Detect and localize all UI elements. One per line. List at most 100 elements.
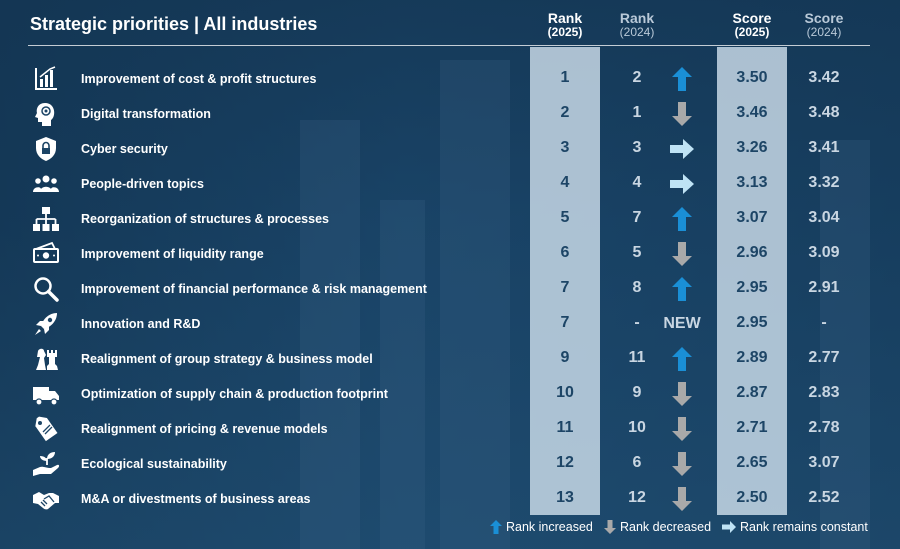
rank-2025-value: 7 <box>560 314 570 331</box>
trend-indicator <box>667 416 697 442</box>
legend-constant: Rank remains constant <box>722 520 868 534</box>
score-2025-value: 2.95 <box>736 279 768 296</box>
score-2024-value: 3.41 <box>808 139 840 156</box>
trend-indicator <box>667 451 697 477</box>
arrow-down-icon <box>672 102 692 126</box>
table-row: Realignment of group strategy & business… <box>0 342 900 377</box>
score-2025-value: 2.65 <box>736 454 768 471</box>
score-2025-value: 3.13 <box>736 174 768 191</box>
score-2025-highlight <box>717 47 787 515</box>
rank-2025-value: 2 <box>560 104 570 121</box>
rank-2024-value: - <box>634 314 640 331</box>
chess-icon <box>32 345 60 373</box>
rank-2025-value: 5 <box>560 209 570 226</box>
arrow-right-icon <box>722 521 736 533</box>
background-building <box>380 200 425 549</box>
score-2024-value: 2.52 <box>808 489 840 506</box>
trend-indicator <box>667 381 697 407</box>
rank-2024-value: 7 <box>632 209 642 226</box>
arrow-right-icon <box>670 174 694 194</box>
arrow-up-icon <box>490 520 502 534</box>
table-row: Optimization of supply chain & productio… <box>0 377 900 412</box>
people-icon <box>32 170 60 198</box>
rank-2024-value: 11 <box>628 349 646 366</box>
table-row: Cyber security 3 3 3.26 3.41 <box>0 132 900 167</box>
rocket-icon <box>32 310 60 338</box>
rank-2025-value: 6 <box>560 244 570 261</box>
priority-label: Improvement of liquidity range <box>81 247 264 261</box>
rank-2024-value: 12 <box>628 489 646 506</box>
trend-indicator <box>667 171 697 197</box>
score-2024-value: 2.78 <box>808 419 840 436</box>
priority-label: Ecological sustainability <box>81 457 227 471</box>
priority-label: Cyber security <box>81 142 168 156</box>
price-tag-icon <box>32 415 60 443</box>
arrow-down-icon <box>604 520 616 534</box>
head-brain-icon <box>32 100 60 128</box>
org-chart-icon <box>32 205 60 233</box>
trend-indicator: NEW <box>663 311 700 337</box>
background-building <box>440 60 510 549</box>
priority-label: Improvement of cost & profit structures <box>81 72 317 86</box>
score-2025-value: 2.87 <box>736 384 768 401</box>
arrow-up-icon <box>672 347 692 371</box>
score-2024-value: 2.77 <box>808 349 840 366</box>
truck-icon <box>32 380 60 408</box>
priority-label: Realignment of pricing & revenue models <box>81 422 328 436</box>
score-2024-value: 2.91 <box>808 279 840 296</box>
trend-indicator <box>667 276 697 302</box>
legend-increased: Rank increased <box>490 520 593 534</box>
score-2024-value: 3.48 <box>808 104 840 121</box>
trend-indicator <box>667 206 697 232</box>
score-2025-value: 2.71 <box>736 419 768 436</box>
rank-2024-value: 10 <box>628 419 646 436</box>
legend-decreased: Rank decreased <box>604 520 711 534</box>
rank-2025-value: 1 <box>560 69 570 86</box>
header-score-2025: Score (2025) <box>732 10 772 40</box>
shield-lock-icon <box>32 135 60 163</box>
banknote-icon <box>32 240 60 268</box>
score-2025-value: 3.26 <box>736 139 768 156</box>
rank-2025-value: 4 <box>560 174 570 191</box>
trend-indicator <box>667 486 697 512</box>
background-building <box>300 120 360 549</box>
score-2025-value: 2.96 <box>736 244 768 261</box>
trend-indicator <box>667 101 697 127</box>
arrow-up-icon <box>672 67 692 91</box>
priority-label: Improvement of financial performance & r… <box>81 282 427 296</box>
score-2025-value: 2.89 <box>736 349 768 366</box>
arrow-up-icon <box>672 277 692 301</box>
table-row: M&A or divestments of business areas 13 12… <box>0 482 900 517</box>
table-row: Realignment of pricing & revenue models 1… <box>0 412 900 447</box>
priority-label: Realignment of group strategy & business… <box>81 352 373 366</box>
table-row: Improvement of financial performance & r… <box>0 272 900 307</box>
table-row: Digital transformation 2 1 3.46 3.48 <box>0 97 900 132</box>
table-row: Ecological sustainability 12 6 2.65 3.07 <box>0 447 900 482</box>
priority-label: People-driven topics <box>81 177 204 191</box>
arrow-down-icon <box>672 487 692 511</box>
rank-2024-value: 4 <box>632 174 642 191</box>
background-building <box>820 140 870 549</box>
rank-2025-value: 12 <box>556 454 574 471</box>
priority-label: M&A or divestments of business areas <box>81 492 311 506</box>
score-2025-value: 3.07 <box>736 209 768 226</box>
handshake-icon <box>32 485 60 513</box>
hand-plant-icon <box>32 450 60 478</box>
bar-chart-icon <box>32 65 60 93</box>
table-row: Reorganization of structures & processes… <box>0 202 900 237</box>
score-2025-value: 3.50 <box>736 69 768 86</box>
trend-indicator <box>667 346 697 372</box>
arrow-down-icon <box>672 242 692 266</box>
rank-2025-value: 3 <box>560 139 570 156</box>
magnifier-icon <box>32 275 60 303</box>
rank-2024-value: 1 <box>632 104 642 121</box>
header-divider <box>28 45 870 46</box>
priority-label: Reorganization of structures & processes <box>81 212 329 226</box>
rank-2025-highlight <box>530 47 600 515</box>
score-2024-value: 2.83 <box>808 384 840 401</box>
rank-2024-value: 8 <box>632 279 642 296</box>
arrow-down-icon <box>672 417 692 441</box>
score-2024-value: 3.42 <box>808 69 840 86</box>
trend-indicator <box>667 241 697 267</box>
rank-2024-value: 5 <box>632 244 642 261</box>
